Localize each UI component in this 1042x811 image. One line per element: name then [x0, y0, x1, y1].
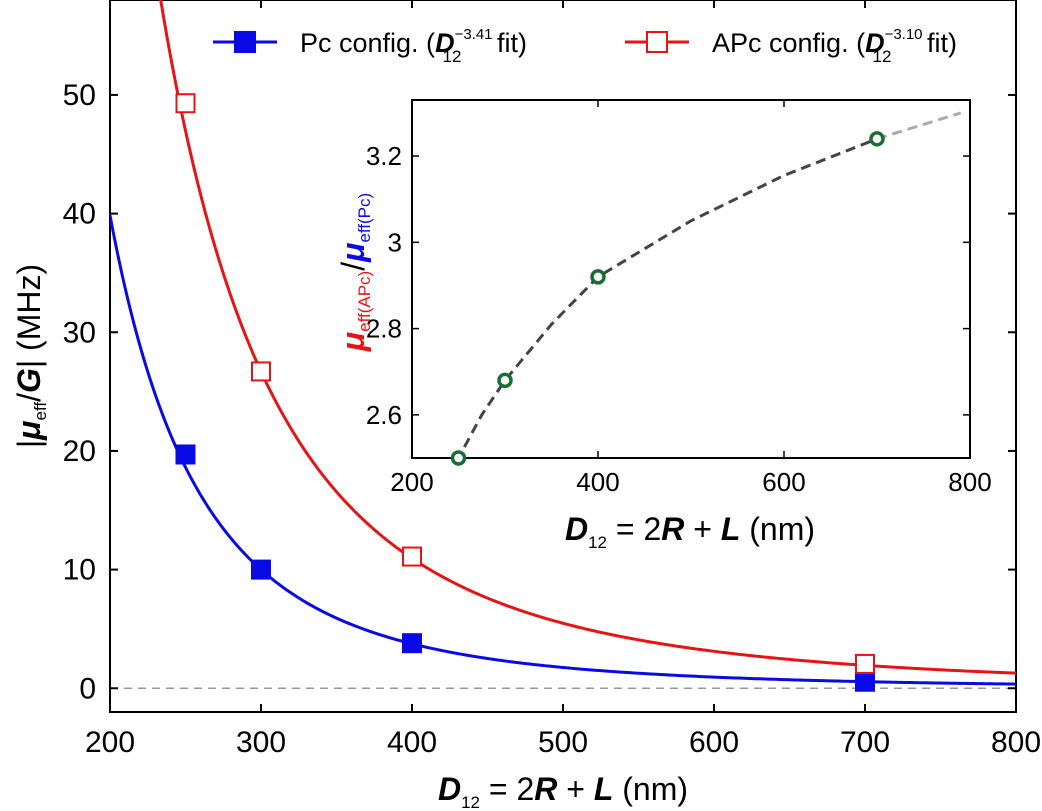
data-point-apc [402, 546, 422, 567]
inset-y-ticks: 2.6 2.8 3 3.2 [366, 141, 970, 430]
legend-entry-apc: APc config. (D−3.10 12 fit) [625, 26, 957, 66]
inset-trend-line [456, 111, 962, 458]
data-point-apc [175, 93, 196, 114]
y-tick-label: 0 [79, 672, 96, 705]
inset-x-ticks: 200 400 600 800 [390, 100, 992, 497]
x-tick-label: 700 [840, 726, 890, 759]
inset-x-tick-label: 600 [762, 467, 805, 497]
inset-markers [450, 131, 885, 466]
y-tick-label: 10 [63, 554, 96, 587]
main-x-ticks: 200 300 400 500 600 700 800 [85, 0, 1041, 759]
main-x-axis-title: D12 = 2R + L (nm) [438, 771, 688, 811]
inset-x-tick-label: 400 [576, 467, 619, 497]
inset-data-point [590, 269, 606, 285]
inset-y-tick-label: 2.6 [366, 400, 402, 430]
inset-plot-frame [411, 99, 971, 459]
data-point-pc [402, 633, 422, 654]
x-tick-label: 300 [236, 726, 286, 759]
data-point-pc [175, 444, 196, 465]
main-y-ticks: 0 10 20 30 40 50 [63, 79, 1016, 705]
y-tick-label: 30 [63, 316, 96, 349]
inset-data-point [450, 450, 467, 466]
inset-trend-dashed [456, 137, 878, 458]
inset-x-axis-title: D12 = 2R + L (nm) [565, 511, 815, 552]
data-point-apc [251, 361, 271, 382]
y-tick-label: 20 [63, 435, 96, 468]
inset-trend-extrapolated [876, 111, 962, 141]
inset-data-point [497, 372, 513, 389]
inset-y-axis-title: μeff(APc)/μeff(Pc) [335, 193, 374, 352]
inset-data-point [869, 131, 885, 147]
data-point-pc [251, 559, 271, 580]
x-tick-label: 600 [689, 726, 739, 759]
y-tick-label: 50 [63, 79, 96, 112]
inset-y-tick-label: 3 [388, 227, 402, 257]
inset-y-tick-label: 3.2 [366, 141, 402, 171]
x-tick-label: 200 [85, 726, 135, 759]
x-tick-label: 400 [387, 726, 437, 759]
inset-x-tick-label: 800 [948, 467, 991, 497]
inset-x-tick-label: 200 [390, 467, 433, 497]
legend-entry-pc: Pc config. (D−3.41 12 fit) [213, 26, 527, 66]
data-point-pc [855, 671, 875, 692]
x-tick-label: 800 [991, 726, 1041, 759]
main-markers [175, 93, 875, 692]
inset-y-tick-label: 2.8 [366, 314, 402, 344]
main-y-axis-title: |μeff/G| (MHz) [11, 264, 50, 448]
x-tick-label: 500 [538, 726, 588, 759]
data-point-apc [855, 653, 875, 674]
legend: Pc config. (D−3.41 12 fit) APc config. (D… [213, 26, 957, 66]
y-tick-label: 40 [63, 198, 96, 231]
